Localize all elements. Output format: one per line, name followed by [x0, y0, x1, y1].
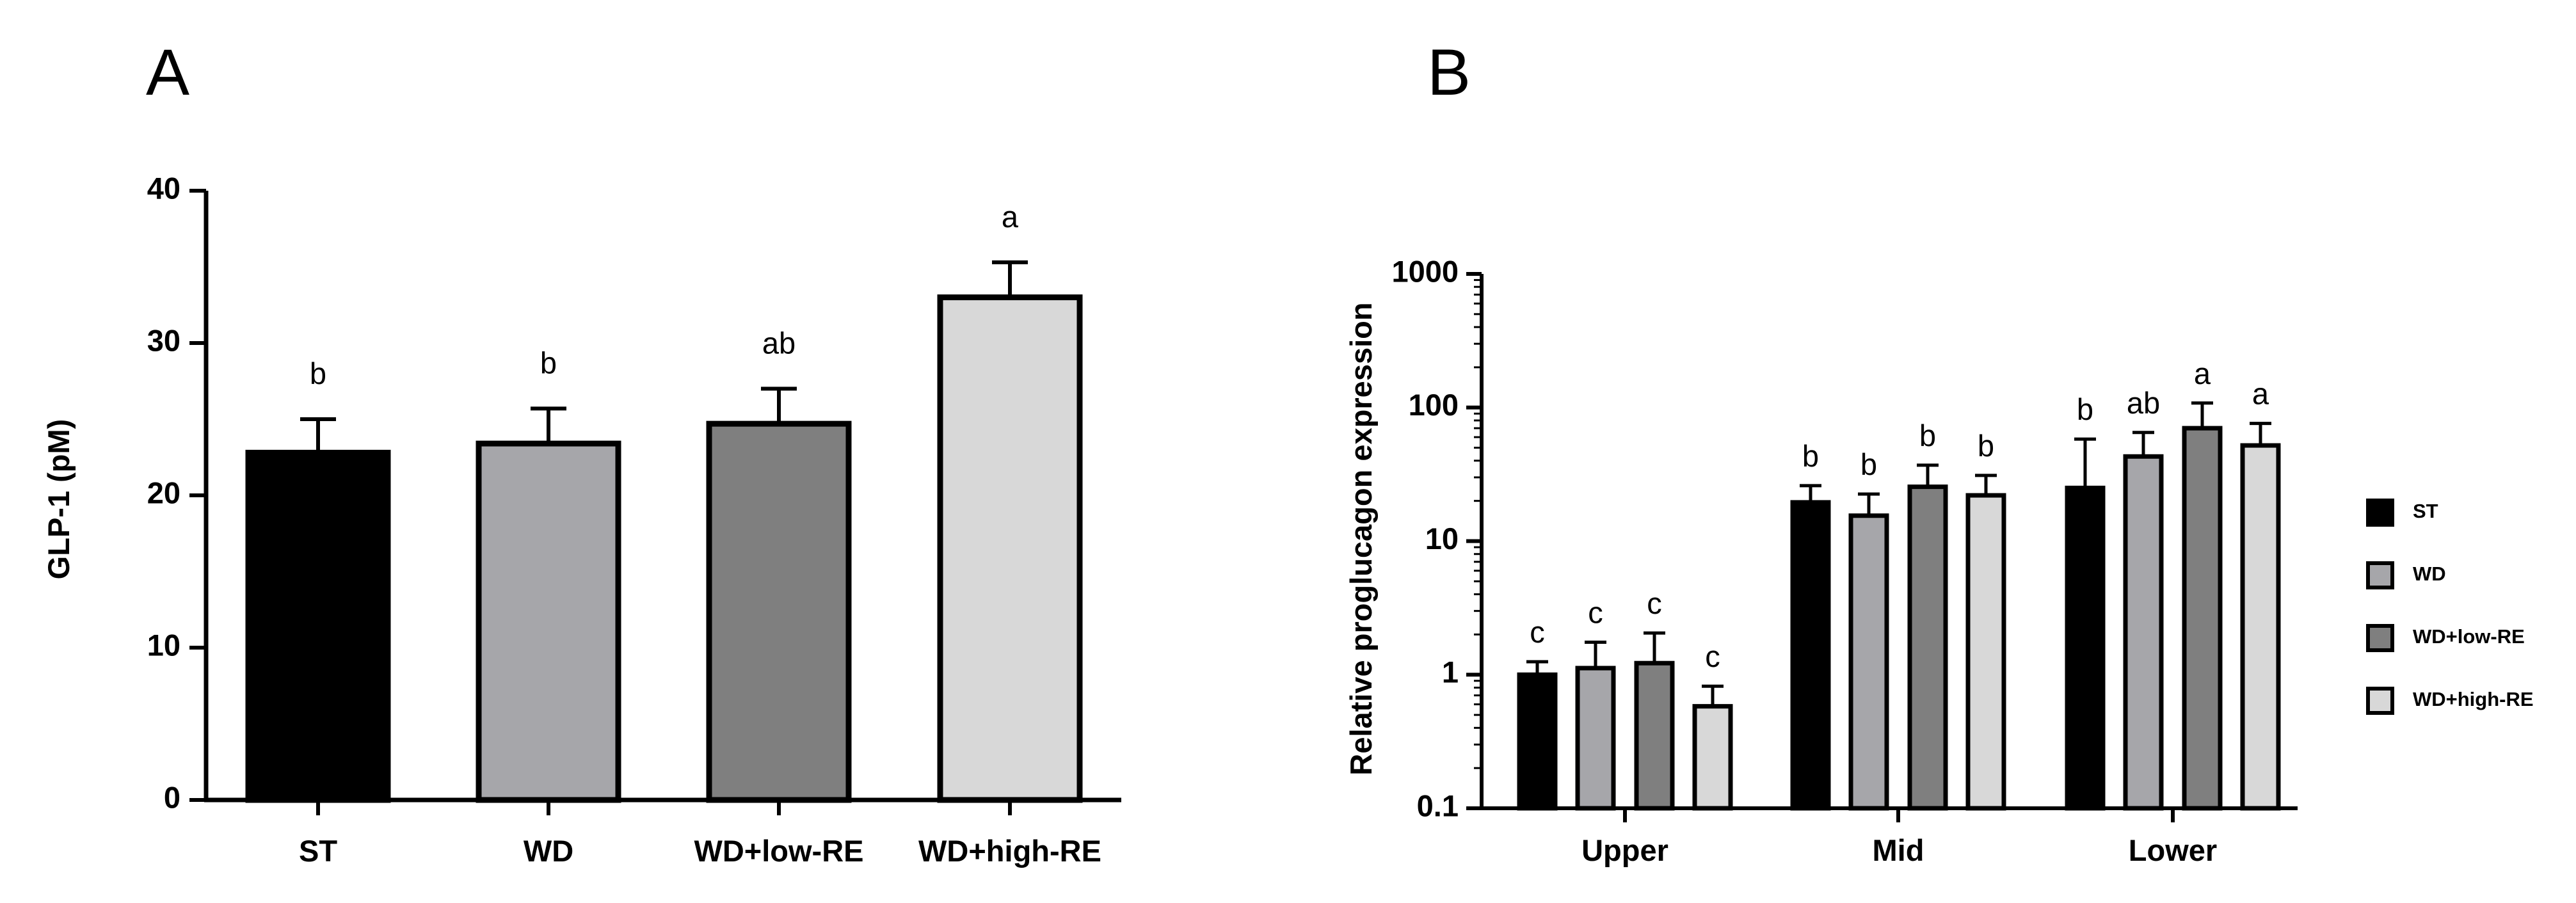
panel-b-bar-mid-wd: [1848, 513, 1889, 811]
panel-b-significance-mid-wd: b: [1860, 447, 1877, 481]
panel-b-significance-upper-wd-high-re: c: [1705, 639, 1720, 673]
panel-a-significance-wd-high-re: a: [1002, 200, 1019, 234]
panel-b-bar-lower-wd: [2123, 454, 2164, 811]
panel-a-significance-wd-low-re: ab: [762, 326, 796, 360]
panel-b-y-axis-label: Relative proglucagon expression: [1344, 302, 1378, 775]
panel-a-x-tick-label-wd-high-re: WD+high-RE: [918, 834, 1101, 868]
panel-a-x-tick-label-wd: WD: [524, 834, 573, 868]
panel-b-bar-upper-wd-low-re: [1634, 660, 1675, 811]
panel-b-y-tick-label: 100: [1409, 388, 1459, 422]
panel-b-significance-lower-wd-low-re: a: [2194, 356, 2211, 390]
panel-b-significance-mid-wd-high-re: b: [1978, 429, 1994, 463]
panel-b-x-tick-label-mid: Mid: [1873, 833, 1924, 867]
panel-b-legend: ST WD WD+low-RE WD+high-RE: [2366, 499, 2534, 715]
panel-a-y-tick-label: 40: [147, 171, 180, 205]
panel-b-bar-upper-wd-high-re: [1692, 704, 1733, 811]
panel-b: B Relative proglucagon expression 0.1 1 10…: [1344, 36, 2534, 867]
panel-a-y-tick-label: 0: [164, 780, 180, 814]
panel-b-x-tick-label-upper: Upper: [1581, 833, 1668, 867]
legend-swatch-wd: [2366, 561, 2394, 589]
panel-b-significance-mid-wd-low-re: b: [1919, 419, 1936, 452]
panel-b-significance-lower-wd: ab: [2127, 386, 2160, 420]
panel-b-bar-lower-st: [2065, 485, 2106, 811]
panel-a-significance-st: b: [310, 356, 326, 390]
panel-a-x-tick-label-wd-low-re: WD+low-RE: [694, 834, 863, 868]
panel-a-bar-wd: [476, 440, 621, 803]
panel-a-y-tick-label: 20: [147, 475, 180, 509]
panel-b-y-tick-label: 1000: [1391, 254, 1459, 288]
panel-a-y-tick-label: 10: [147, 628, 180, 662]
panel-label-b: B: [1427, 36, 1471, 109]
panel-a-bar-wd-high-re: [937, 294, 1083, 803]
panel-b-y-tick-label: 0.1: [1417, 788, 1459, 822]
panel-b-bar-mid-wd-low-re: [1907, 484, 1948, 811]
panel-a-y-axis-label: GLP-1 (pM): [42, 419, 76, 580]
panel-b-bar-lower-wd-low-re: [2182, 426, 2223, 811]
panel-b-bar-upper-st: [1517, 672, 1558, 811]
panel-b-bar-mid-wd-high-re: [1965, 493, 2006, 811]
panel-a-marks: 0 10 20 30 40 b ST b WD ab WD+low-RE a WD+high-RE: [147, 171, 1121, 868]
panel-b-significance-upper-st: c: [1530, 615, 1545, 649]
panel-b-significance-upper-wd-low-re: c: [1647, 586, 1662, 620]
legend-label-wd-high-re: WD+high-RE: [2413, 688, 2534, 710]
panel-b-y-tick-label: 1: [1442, 655, 1459, 689]
panel-b-y-tick-label: 10: [1425, 522, 1459, 555]
panel-b-significance-lower-wd-high-re: a: [2252, 377, 2269, 411]
panel-b-significance-mid-st: b: [1802, 439, 1819, 473]
legend-label-st: ST: [2413, 500, 2438, 522]
panel-b-significance-lower-st: b: [2077, 392, 2093, 426]
panel-a-x-tick-label-st: ST: [299, 834, 337, 868]
panel-a-y-tick-label: 30: [147, 323, 180, 357]
panel-b-bar-upper-wd: [1575, 666, 1616, 811]
panel-a-significance-wd: b: [540, 346, 557, 380]
panel-a-bar-st: [245, 449, 391, 803]
panel-b-x-tick-label-lower: Lower: [2129, 833, 2217, 867]
legend-swatch-wd-high-re: [2366, 687, 2394, 715]
panel-a-bar-wd-low-re: [706, 420, 852, 803]
panel-b-bar-mid-st: [1790, 500, 1831, 811]
panel-b-bar-lower-wd-high-re: [2240, 443, 2281, 811]
panel-a: A GLP-1 (pM) 0 10 20 30 40 b ST b WD ab WD+low-RE a…: [42, 36, 1121, 868]
panel-label-a: A: [146, 36, 189, 109]
panel-b-significance-upper-wd: c: [1588, 596, 1603, 630]
legend-swatch-st: [2366, 499, 2394, 527]
legend-label-wd: WD: [2413, 563, 2446, 585]
legend-label-wd-low-re: WD+low-RE: [2413, 625, 2525, 648]
legend-swatch-wd-low-re: [2366, 624, 2394, 652]
